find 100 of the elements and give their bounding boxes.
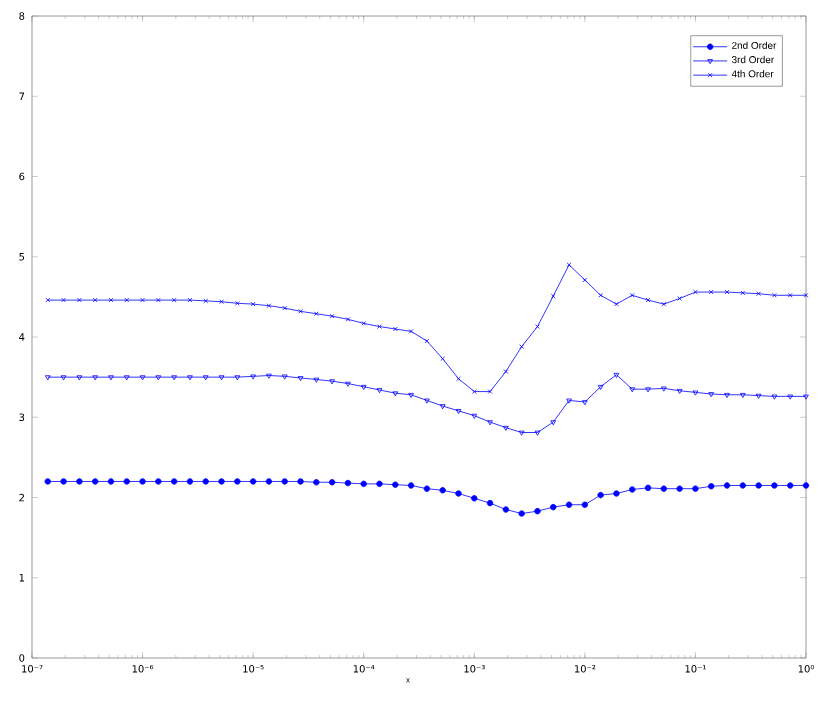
point — [739, 482, 747, 489]
point — [392, 391, 399, 397]
point — [755, 393, 762, 399]
point — [202, 375, 209, 381]
point — [250, 301, 256, 307]
point — [155, 478, 162, 485]
point — [581, 501, 589, 508]
point — [503, 425, 509, 431]
point — [123, 478, 130, 485]
point — [407, 482, 415, 489]
point — [660, 485, 668, 492]
point — [534, 507, 541, 515]
point — [550, 293, 556, 299]
point — [297, 478, 304, 485]
point — [502, 506, 510, 513]
point — [234, 300, 240, 306]
point — [486, 499, 494, 507]
point — [155, 297, 161, 303]
point — [676, 485, 683, 492]
point — [455, 409, 462, 415]
point — [124, 297, 130, 303]
point — [787, 394, 794, 400]
point — [218, 478, 225, 485]
point — [550, 503, 557, 511]
point — [76, 375, 83, 381]
point — [234, 478, 241, 485]
point — [787, 292, 793, 298]
point — [408, 392, 414, 398]
point — [202, 478, 209, 485]
point — [187, 375, 193, 381]
point — [313, 479, 320, 486]
point — [108, 297, 114, 303]
point — [439, 404, 446, 410]
point — [644, 484, 652, 492]
point — [771, 482, 778, 489]
point — [376, 388, 383, 394]
point — [265, 478, 273, 485]
point — [423, 485, 431, 492]
point — [360, 480, 367, 488]
point — [519, 344, 525, 350]
point — [676, 388, 683, 394]
point — [629, 387, 636, 393]
point — [250, 374, 256, 380]
point — [439, 487, 446, 494]
point — [566, 398, 572, 404]
point — [44, 478, 51, 485]
point — [518, 430, 525, 436]
point — [329, 379, 335, 385]
point — [266, 303, 272, 309]
point — [139, 478, 146, 485]
point — [392, 481, 399, 488]
point — [313, 377, 320, 383]
point — [76, 478, 83, 485]
point — [740, 392, 746, 398]
point — [139, 375, 146, 381]
point — [92, 297, 98, 303]
point — [787, 482, 794, 489]
point — [155, 375, 162, 381]
point — [361, 320, 367, 326]
point — [724, 392, 730, 398]
point — [171, 375, 177, 381]
point — [376, 480, 383, 488]
point — [360, 384, 367, 390]
point — [281, 478, 288, 485]
point — [203, 298, 209, 304]
point — [92, 375, 98, 381]
point — [91, 478, 99, 485]
point — [328, 479, 336, 486]
point — [692, 485, 699, 492]
point — [740, 290, 746, 296]
point — [597, 384, 604, 390]
point — [123, 375, 130, 381]
point — [424, 398, 430, 404]
point — [708, 483, 715, 490]
point — [218, 375, 225, 381]
point — [755, 482, 762, 489]
point — [534, 430, 541, 436]
point — [345, 381, 351, 387]
point — [329, 313, 335, 319]
point — [629, 292, 635, 298]
point — [597, 491, 604, 499]
point — [802, 482, 810, 489]
point — [313, 311, 319, 317]
point — [249, 478, 257, 485]
point — [281, 374, 288, 380]
point — [487, 420, 493, 426]
point — [708, 392, 715, 398]
point — [186, 478, 194, 485]
point — [297, 376, 304, 382]
point — [471, 495, 478, 502]
point — [344, 479, 352, 487]
point — [266, 373, 272, 379]
point — [345, 316, 351, 322]
point — [282, 305, 288, 311]
point — [187, 297, 193, 303]
point — [629, 486, 636, 493]
point — [455, 490, 462, 497]
point — [170, 478, 178, 485]
point — [723, 482, 731, 489]
point — [171, 297, 177, 303]
